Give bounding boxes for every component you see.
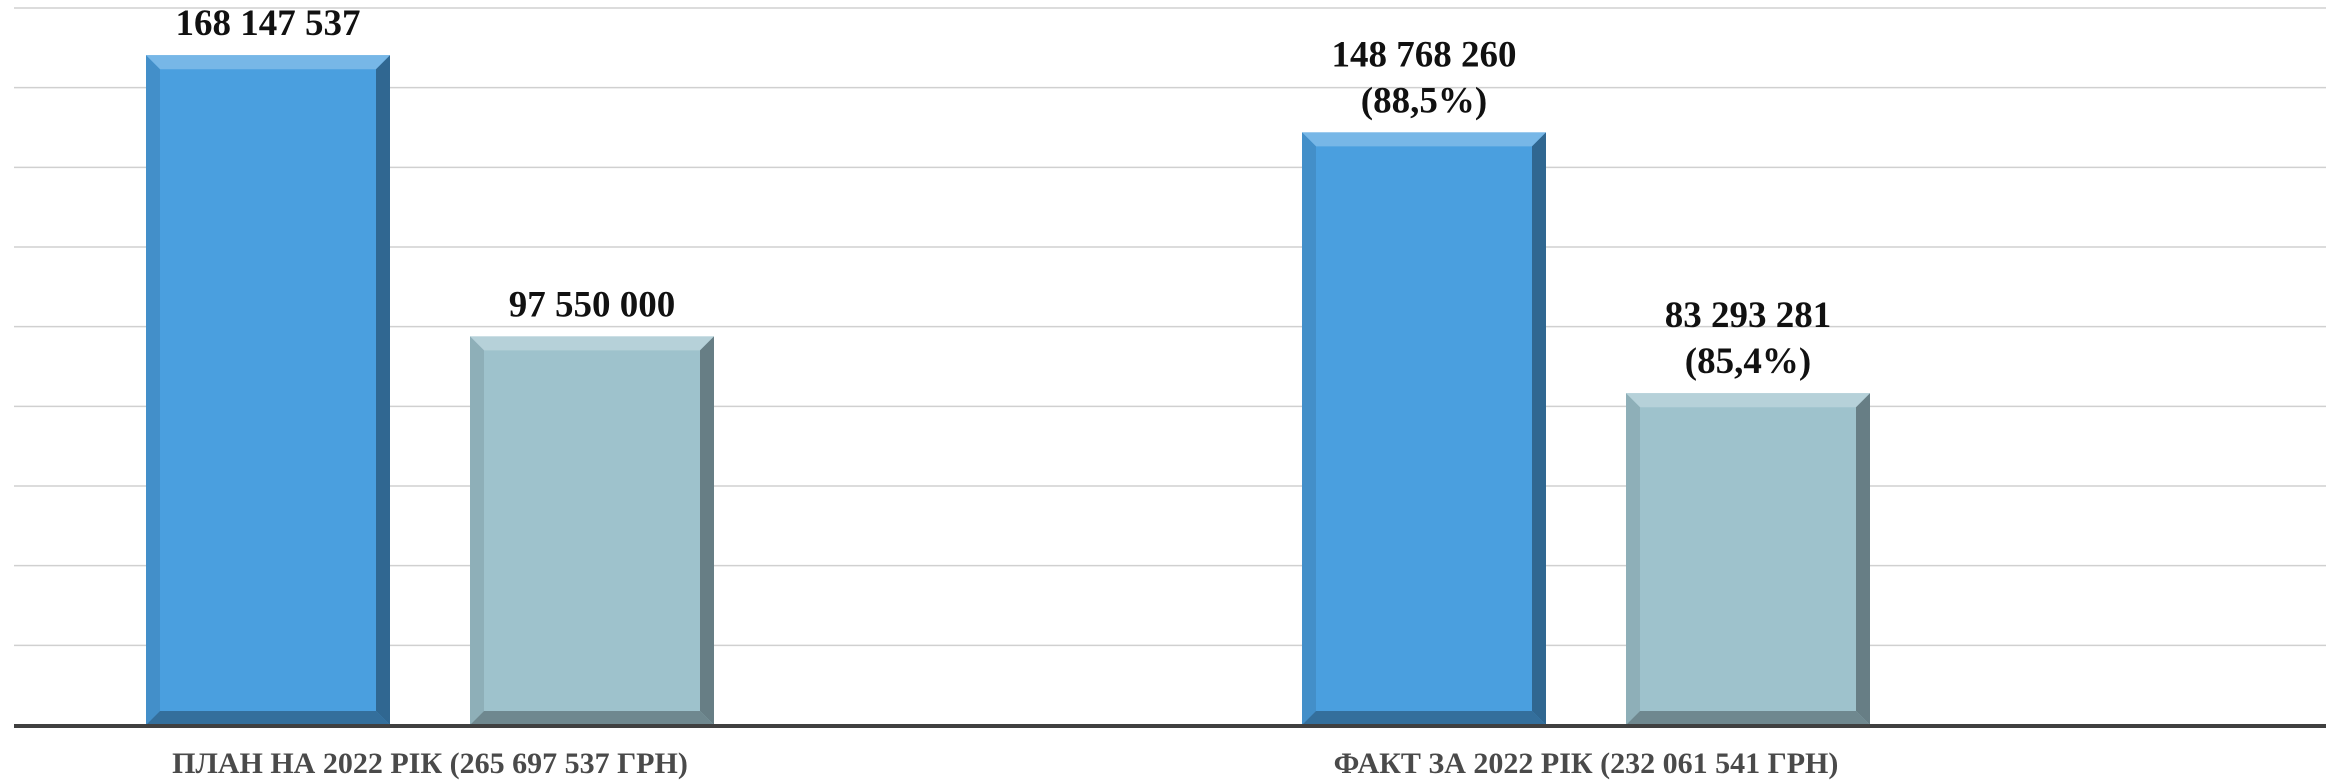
bar-bevel-left <box>146 55 160 726</box>
data-label: (88,5%) <box>1361 80 1487 121</box>
bars <box>146 55 1870 726</box>
bar-bevel-left <box>470 336 484 725</box>
bar-bevel-bottom <box>470 711 714 725</box>
bar-face <box>1302 132 1546 725</box>
bar-bevel-top <box>470 336 714 351</box>
category-labels: ПЛАН НА 2022 РІК (265 697 537 ГРН) ФАКТ З… <box>172 747 1838 780</box>
bar-bevel-right <box>1532 132 1546 725</box>
bar-bevel-bottom <box>146 711 390 725</box>
bar-bevel-top <box>146 55 390 70</box>
category-label: ФАКТ ЗА 2022 РІК (232 061 541 ГРН) <box>1334 747 1839 780</box>
category-label: ПЛАН НА 2022 РІК (265 697 537 ГРН) <box>172 747 688 780</box>
bar-bevel-right <box>1856 393 1870 725</box>
bar-face <box>146 55 390 726</box>
data-label: (85,4%) <box>1685 341 1811 382</box>
bar <box>1626 393 1870 725</box>
data-label: 83 293 281 <box>1665 295 1832 336</box>
bar <box>146 55 390 726</box>
bar-bevel-left <box>1626 393 1640 725</box>
bar-bevel-top <box>1302 132 1546 147</box>
bar-face <box>1626 393 1870 725</box>
gridlines <box>14 7 2326 647</box>
bar-bevel-right <box>700 336 714 725</box>
data-labels: 168 147 537 97 550 000 148 768 260 (88,5%) 8… <box>176 3 1832 382</box>
data-label: 168 147 537 <box>176 3 361 44</box>
data-label: 97 550 000 <box>509 284 676 325</box>
bar-bevel-right <box>376 55 390 726</box>
bar-bevel-left <box>1302 132 1316 725</box>
bar-bevel-top <box>1626 393 1870 408</box>
bar <box>1302 132 1546 725</box>
bar-bevel-bottom <box>1302 711 1546 725</box>
bar-face <box>470 336 714 725</box>
data-label: 148 768 260 <box>1332 34 1517 75</box>
bar <box>470 336 714 725</box>
bar-bevel-bottom <box>1626 711 1870 725</box>
